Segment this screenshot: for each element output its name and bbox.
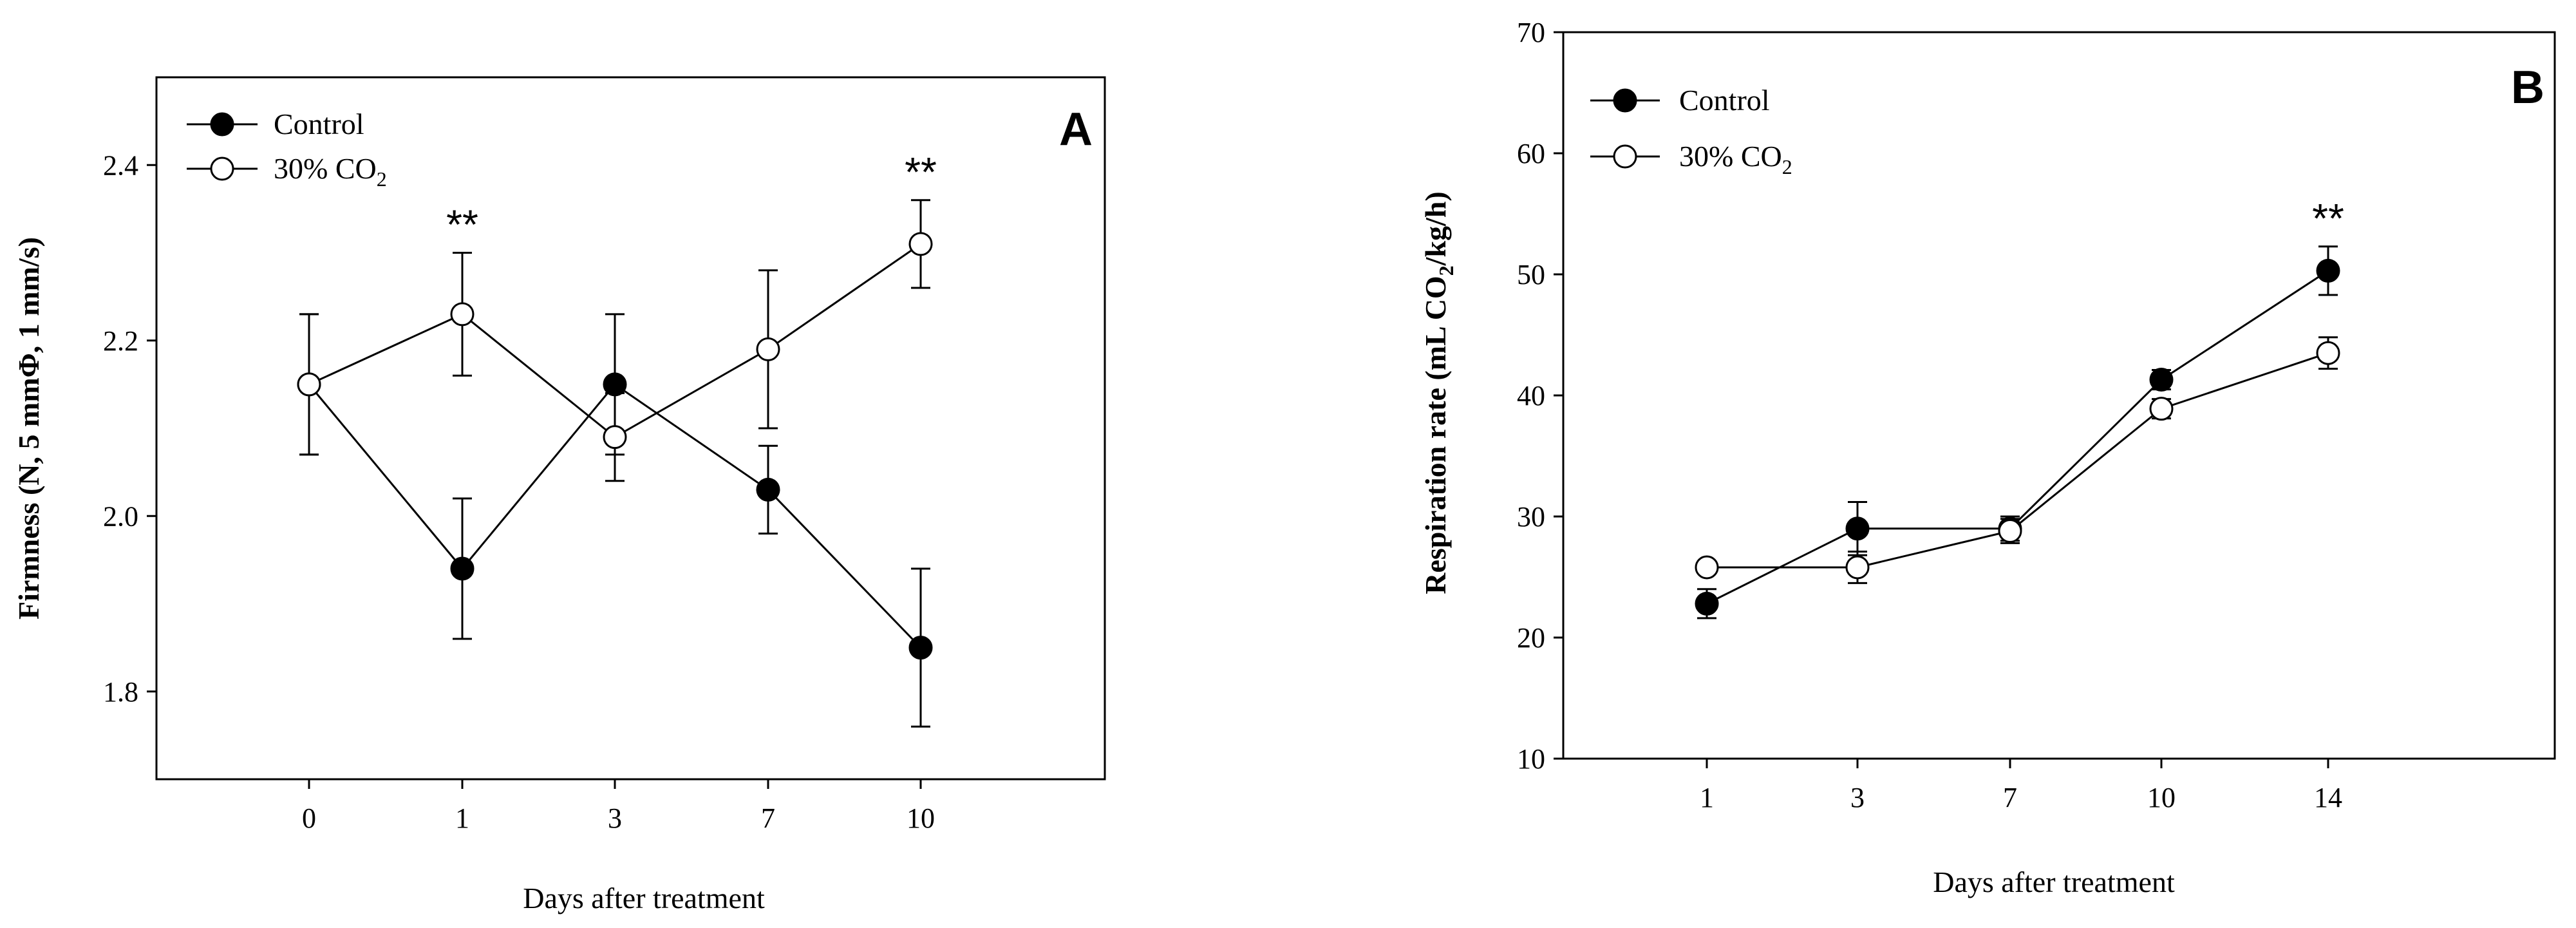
y-tick-label: 2.0 [103,500,138,532]
y-tick-label: 50 [1517,259,1545,290]
panel-label-a: A [1059,104,1093,155]
data-point-control [603,372,627,397]
legend-control-marker-b [1613,88,1637,113]
legend-co2-label-a: 30% CO2 [274,152,387,191]
y-tick-label: 60 [1517,138,1545,169]
plot-frame-a [155,76,1106,781]
legend-b: Control 30% CO2 [1590,84,1792,178]
x-tick-group-b: 1 3 7 10 14 [1700,759,2342,813]
x-tick-label: 1 [455,802,469,834]
y-tick-label: 1.8 [103,676,138,708]
x-tick-label: 1 [1700,782,1714,813]
legend-a: Control 30% CO2 [187,108,387,191]
data-point-control [756,477,780,502]
x-tick-label: 3 [608,802,622,834]
data-point-control [2316,258,2340,283]
legend-co2-marker-a [210,156,234,181]
y-axis-title-a: Firmness (N, 5 mmΦ, 1 mm/s) [12,237,45,620]
y-tick-label: 20 [1517,622,1545,654]
series-line-control [1706,270,2329,605]
x-tick-label: 0 [302,802,316,834]
significance-annotation: ** [446,202,478,248]
y-tick-label: 30 [1517,501,1545,533]
x-tick-group-a: 0 1 3 7 10 [302,779,935,834]
data-point-control [450,556,475,581]
series-group-a: ** ** [297,149,937,728]
y-tick-label: 2.4 [103,149,138,181]
y-tick-group-a: 1.8 2.0 2.2 2.4 [103,149,156,708]
data-point-control [2149,368,2174,392]
x-tick-label: 10 [2147,782,2176,813]
data-point-co2 [908,232,933,256]
x-tick-label: 7 [761,802,775,834]
data-point-co2 [2149,397,2174,421]
data-point-co2 [603,425,627,450]
significance-annotation: ** [2312,195,2344,241]
x-tick-label: 7 [2003,782,2017,813]
data-point-co2 [450,302,475,327]
legend-control-label-a: Control [274,108,364,140]
y-tick-label: 2.2 [103,325,138,357]
y-tick-group-b: 10 20 30 40 50 60 70 [1517,17,1563,775]
data-point-co2 [2316,341,2340,365]
legend-co2-marker-b [1613,144,1637,169]
data-point-co2 [297,372,321,397]
data-point-control [1695,591,1719,616]
legend-control-label-b: Control [1679,84,1770,117]
legend-control-marker-a [210,112,234,137]
significance-annotation: ** [905,149,937,195]
data-point-co2 [1845,555,1870,580]
panel-label-b: B [2511,62,2544,113]
data-point-co2 [1695,555,1719,580]
x-tick-label: 10 [907,802,935,834]
legend-co2-label-b: 30% CO2 [1679,140,1792,178]
x-tick-label: 14 [2314,782,2342,813]
chart-panel-b: 10 20 30 40 50 60 70 1 3 7 10 14 ** Control 30% CO… [1419,17,2556,898]
data-point-control [1845,516,1870,541]
y-tick-label: 40 [1517,380,1545,412]
series-group-b: ** [1695,195,2344,620]
x-axis-title-a: Days after treatment [523,882,765,914]
data-point-control [908,636,933,660]
x-tick-label: 3 [1850,782,1865,813]
y-axis-title-b: Respiration rate (mL CO2/kg/h) [1419,191,1458,594]
data-point-co2 [756,337,780,361]
y-tick-label: 10 [1517,743,1545,775]
chart-panel-a: 1.8 2.0 2.2 2.4 0 1 3 7 10 ** ** Control 30% CO2… [12,76,1106,914]
data-point-co2 [1998,519,2022,544]
y-tick-label: 70 [1517,17,1545,48]
x-axis-title-b: Days after treatment [1933,866,2175,898]
